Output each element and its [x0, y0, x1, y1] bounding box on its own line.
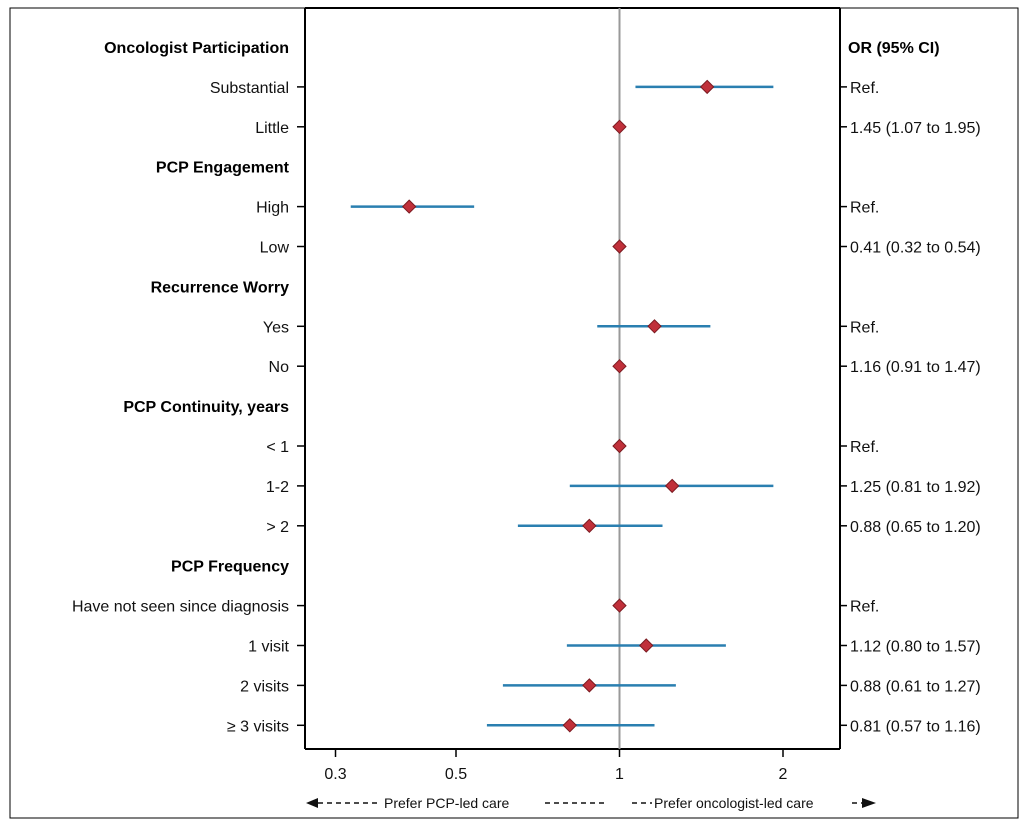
or-marker: [639, 638, 654, 653]
row-label: Little: [255, 120, 289, 137]
or-marker: [664, 478, 680, 494]
or-marker: [699, 79, 715, 95]
direction-caption: Prefer PCP-led care Prefer oncologist-led…: [306, 795, 876, 811]
row-label: High: [256, 200, 289, 217]
or-value-text: 1.16 (0.91 to 1.47): [850, 359, 981, 376]
row-label: ≥ 3 visits: [227, 718, 289, 735]
row-label: 2 visits: [240, 678, 289, 695]
or-marker: [582, 678, 597, 693]
or-marker: [401, 199, 417, 214]
or-marker: [612, 239, 627, 254]
or-marker: [612, 358, 627, 374]
or-value-text: Ref.: [850, 319, 879, 336]
row-label: No: [269, 359, 290, 376]
or-value-text: 0.81 (0.57 to 1.16): [850, 718, 981, 735]
or-value-text: Ref.: [850, 200, 879, 217]
or-value-text: Ref.: [850, 599, 879, 616]
row-label: < 1: [266, 439, 289, 456]
or-value-text: Ref.: [850, 80, 879, 97]
or-value-text: Ref.: [850, 439, 879, 456]
x-tick-label: 2: [779, 766, 788, 783]
row-label: Low: [260, 240, 290, 257]
or-value-text: 0.88 (0.61 to 1.27): [850, 678, 981, 695]
or-marker: [612, 119, 627, 135]
or-marker: [612, 438, 627, 454]
or-column: OR (95% CI) Ref. 1.45 (1.07 to 1.95) Ref. 0.…: [848, 40, 981, 735]
row-label: Yes: [263, 319, 289, 336]
right-arrowhead: [862, 798, 876, 808]
caption-left: Prefer PCP-led care: [384, 795, 509, 811]
x-tick-label: 1: [615, 766, 624, 783]
figure-frame: [9, 7, 1019, 819]
caption-right: Prefer oncologist-led care: [654, 795, 814, 811]
row-label: > 2: [266, 519, 289, 536]
or-marker: [647, 319, 662, 334]
group-header: PCP Frequency: [171, 559, 289, 576]
or-column-header: OR (95% CI): [848, 40, 940, 57]
or-value-text: 0.41 (0.32 to 0.54): [850, 240, 981, 257]
or-value-text: 1.12 (0.80 to 1.57): [850, 639, 981, 656]
row-labels: Oncologist Participation Substantial Littl…: [72, 40, 290, 735]
group-header: Oncologist Participation: [104, 40, 289, 57]
x-axis: 0.3 0.5 1 2: [324, 749, 788, 783]
row-label: Substantial: [210, 80, 289, 97]
or-value-text: 1.25 (0.81 to 1.92): [850, 479, 981, 496]
or-value-text: 0.88 (0.65 to 1.20): [850, 519, 981, 536]
or-marker: [562, 718, 578, 733]
row-label: 1 visit: [248, 639, 289, 656]
or-value-text: 1.45 (1.07 to 1.95): [850, 120, 981, 137]
row-label: Have not seen since diagnosis: [72, 599, 289, 616]
group-header: Recurrence Worry: [151, 279, 290, 296]
or-marker: [612, 598, 627, 613]
left-arrowhead: [306, 798, 318, 808]
x-tick-label: 0.5: [445, 766, 467, 783]
group-header: PCP Engagement: [156, 160, 290, 177]
group-header: PCP Continuity, years: [123, 399, 289, 416]
row-label: 1-2: [266, 479, 289, 496]
or-marker: [582, 518, 597, 534]
x-tick-label: 0.3: [324, 766, 346, 783]
plot-area: [297, 8, 847, 749]
